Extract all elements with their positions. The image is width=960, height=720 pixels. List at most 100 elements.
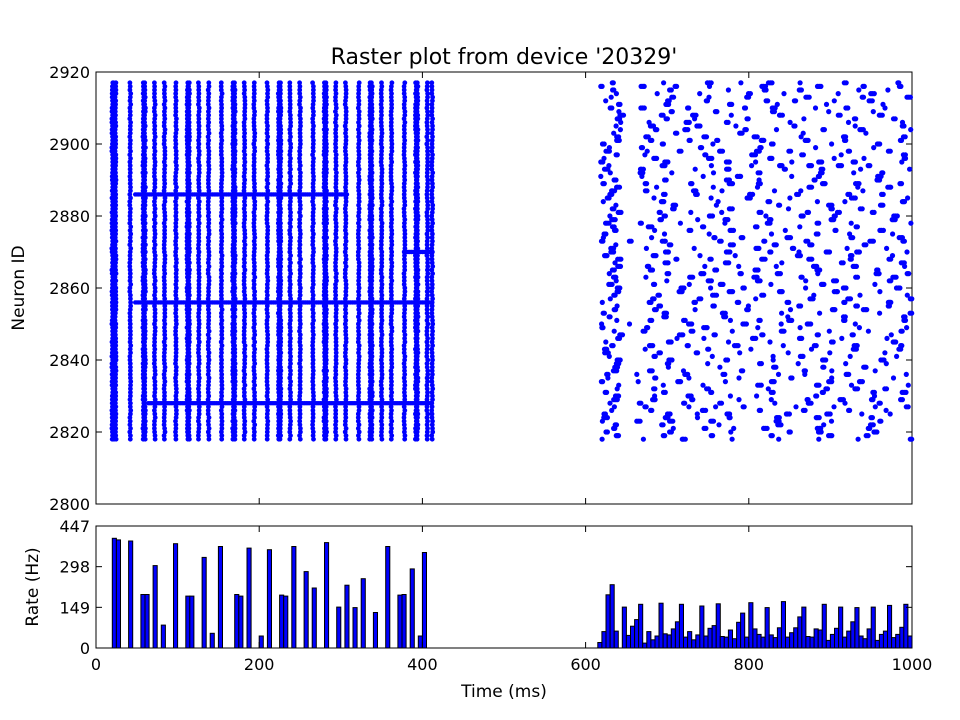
- spike-dot: [424, 296, 430, 302]
- spike-dot: [161, 123, 167, 129]
- spike-dot: [173, 238, 179, 244]
- spike-dot: [264, 282, 270, 287]
- spike-dot: [424, 105, 430, 111]
- spike-dot: [128, 426, 133, 431]
- spike-dot: [402, 228, 408, 233]
- spike-dot: [297, 166, 302, 172]
- spike-dot: [186, 271, 192, 276]
- spike-dot: [251, 213, 257, 219]
- spike-dot: [402, 426, 407, 431]
- spike-dot: [415, 328, 421, 334]
- spike-dot: [369, 249, 374, 255]
- spike-dot: [379, 231, 385, 237]
- spike-dot: [389, 364, 395, 370]
- spike-dot: [264, 379, 270, 384]
- spike-dot: [297, 199, 303, 205]
- spike-dot: [401, 375, 407, 381]
- spike-dot: [768, 249, 774, 255]
- spike-dot: [196, 116, 202, 122]
- spike-dot: [142, 123, 148, 129]
- spike-dot: [127, 375, 133, 381]
- spike-dot: [264, 375, 270, 381]
- spike-dot: [162, 336, 168, 341]
- spike-dot: [206, 231, 212, 237]
- spike-dot: [323, 321, 329, 327]
- spike-dot: [186, 98, 192, 104]
- spike-dot: [795, 361, 801, 367]
- spike-dot: [252, 296, 258, 302]
- spike-dot: [242, 217, 248, 223]
- spike-dot: [252, 429, 257, 435]
- spike-dot: [379, 408, 385, 413]
- spike-dot: [333, 310, 339, 316]
- spike-dot: [196, 231, 202, 237]
- spike-dot: [196, 249, 202, 255]
- spike-dot: [389, 361, 395, 366]
- spike-dot: [785, 350, 791, 356]
- spike-dot: [356, 217, 362, 223]
- spike-dot: [430, 429, 436, 435]
- spike-dot: [369, 274, 375, 280]
- spike-dot: [127, 429, 133, 435]
- spike-dot: [218, 249, 224, 255]
- spike-dot: [162, 318, 167, 323]
- spike-dot: [287, 184, 293, 190]
- spike-dot: [278, 112, 283, 118]
- spike-dot: [297, 436, 303, 442]
- spike-dot: [424, 354, 430, 359]
- spike-dot: [173, 256, 179, 262]
- spike-dot: [186, 357, 192, 363]
- spike-dot: [265, 264, 271, 269]
- spike-dot: [402, 408, 408, 413]
- spike-dot: [369, 393, 375, 399]
- spike-dot: [278, 350, 284, 356]
- spike-dot: [297, 336, 303, 341]
- spike-dot: [173, 361, 178, 366]
- spike-dot: [430, 202, 436, 208]
- spike-dot: [429, 274, 435, 280]
- spike-dot: [162, 94, 168, 100]
- spike-dot: [414, 148, 420, 154]
- spike-dot: [206, 350, 212, 356]
- spike-dot: [152, 116, 158, 122]
- spike-dot: [781, 328, 787, 334]
- spike-dot: [206, 112, 212, 118]
- spike-dot: [402, 386, 407, 392]
- spike-dot: [430, 238, 435, 244]
- spike-dot: [206, 321, 211, 327]
- spike-dot: [425, 282, 430, 287]
- spike-dot: [297, 390, 303, 395]
- spike-dot: [242, 156, 247, 161]
- spike-dot: [152, 170, 157, 176]
- spike-dot: [251, 116, 257, 122]
- spike-dot: [264, 235, 270, 241]
- spike-dot: [732, 253, 738, 259]
- spike-dot: [379, 390, 384, 395]
- spike-dot: [219, 318, 225, 323]
- spike-dot: [288, 418, 293, 424]
- spike-dot: [310, 346, 316, 352]
- spike-dot: [265, 156, 270, 161]
- spike-dot: [333, 343, 339, 348]
- spike-dot: [425, 202, 431, 208]
- spike-dot: [278, 87, 283, 93]
- spike-dot: [323, 112, 329, 118]
- spike-dot: [378, 141, 384, 147]
- spike-dot: [425, 343, 430, 348]
- spike-dot: [617, 263, 624, 269]
- spike-dot: [333, 177, 339, 183]
- spike-dot: [310, 433, 316, 438]
- spike-dot: [278, 321, 283, 327]
- spike-dot: [232, 260, 238, 266]
- spike-dot: [127, 418, 133, 424]
- spike-dot: [152, 318, 158, 323]
- spike-dot: [142, 433, 148, 438]
- spike-dot: [162, 213, 168, 219]
- spike-dot: [388, 282, 394, 287]
- spike-dot: [425, 256, 431, 262]
- spike-dot: [278, 91, 283, 96]
- spike-dot: [142, 400, 147, 406]
- spike-dot: [128, 303, 134, 309]
- spike-dot: [206, 379, 212, 384]
